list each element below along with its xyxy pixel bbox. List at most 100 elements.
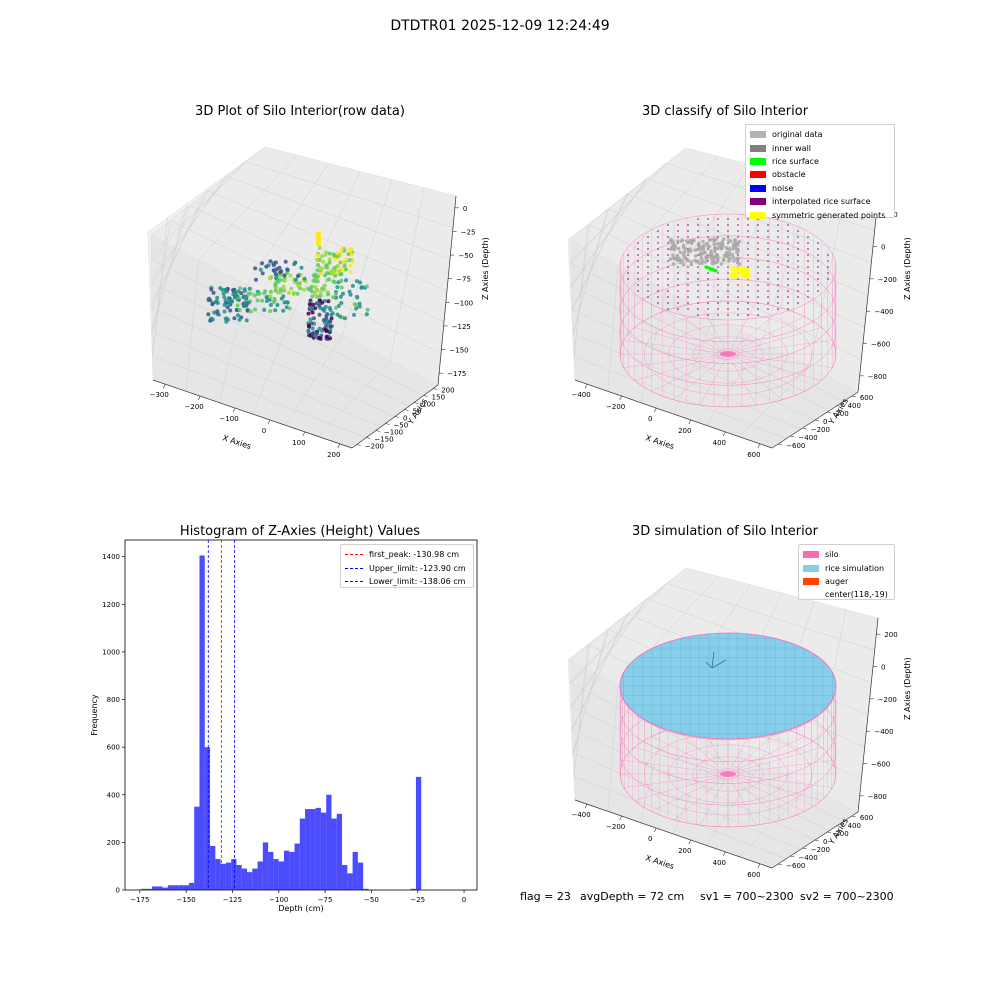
histogram-legend: first_peak: -130.98 cm Upper_limit: -123.…	[340, 544, 474, 588]
interpolated-point	[657, 260, 659, 262]
raw-point	[327, 260, 332, 265]
classify-y-tick-mark	[778, 443, 783, 446]
histogram-x-tick-label: −100	[269, 896, 288, 904]
interpolated-point	[667, 248, 669, 250]
legend-item: center(118,-19)	[803, 588, 890, 601]
raw-point	[264, 264, 269, 269]
original-data-point	[727, 259, 731, 263]
histogram-bar	[415, 776, 422, 890]
raw-point	[246, 291, 251, 296]
original-data-point	[693, 248, 698, 252]
raw-y-tick-label: −50	[393, 422, 408, 430]
original-data-point	[681, 243, 686, 248]
interpolated-point	[727, 230, 729, 232]
interpolated-point	[627, 260, 629, 262]
silo-bottom-spoke	[727, 773, 757, 826]
raw-point	[311, 302, 316, 307]
interpolated-point	[757, 284, 759, 286]
simulation-z-tick-label: 0	[881, 664, 885, 672]
original-data-point	[710, 261, 714, 266]
interpolated-point	[687, 302, 689, 304]
simulation-z-tick-label: −400	[874, 728, 893, 736]
histogram-y-ticks: 0 200 400 600 800 1000 1200 1400	[102, 553, 125, 895]
interpolated-point	[777, 296, 779, 298]
interpolated-point	[797, 278, 799, 280]
raw-point	[313, 285, 318, 289]
original-data-point	[700, 261, 704, 266]
simulation-y-tick-mark	[851, 815, 856, 818]
simulation-y-tick-label: −600	[786, 862, 805, 870]
interpolated-point	[657, 284, 659, 286]
raw-point	[326, 292, 331, 297]
interpolated-point	[767, 284, 769, 286]
interpolated-point	[777, 224, 779, 226]
histogram-bar	[326, 794, 332, 890]
interpolated-point	[777, 272, 779, 274]
z-axis-line	[857, 617, 879, 813]
interpolated-point	[657, 236, 659, 238]
raw-point	[253, 266, 258, 271]
original-data-point	[685, 239, 689, 244]
interpolated-point	[787, 242, 789, 244]
histogram-bar	[220, 863, 226, 890]
original-data-point	[707, 238, 712, 242]
interpolated-point	[687, 296, 689, 298]
histogram-bar	[173, 885, 179, 890]
interpolated-point	[647, 266, 649, 268]
raw-point	[365, 307, 370, 312]
interpolated-point	[817, 290, 819, 292]
classify-panel-title: 3D classify of Silo Interior	[641, 104, 809, 119]
raw-point	[333, 280, 337, 285]
raw-point	[273, 308, 278, 313]
silo-wall-ring	[619, 235, 837, 342]
raw-point	[320, 267, 324, 271]
raw-point	[210, 317, 215, 322]
silo-bottom-spoke	[673, 727, 729, 775]
interpolated-point	[697, 290, 699, 292]
avg-depth-readout: avgDepth = 72 cm	[580, 890, 685, 903]
interpolated-point	[687, 266, 689, 268]
raw-point	[358, 280, 363, 285]
raw-point	[285, 267, 290, 272]
raw-point	[268, 309, 273, 314]
interpolated-point	[717, 314, 719, 316]
histogram-reference-lines	[207, 540, 235, 890]
interpolated-point	[637, 290, 639, 292]
silo-bottom-spoke	[727, 353, 833, 368]
interpolated-point	[727, 302, 729, 304]
silo-bottom-spoke	[623, 760, 729, 775]
original-data-point	[681, 263, 686, 267]
legend-swatch	[345, 554, 363, 556]
classify-legend: original data inner wall rice surface obsta…	[745, 124, 895, 220]
original-data-point	[710, 257, 714, 262]
original-data-point	[712, 246, 717, 250]
raw-point	[276, 290, 280, 295]
interpolated-point	[687, 308, 689, 310]
interpolated-point	[757, 278, 759, 280]
classify-x-tick-mark	[757, 443, 761, 448]
simulation-x-label: X Axies	[644, 853, 675, 871]
simulation-x-tick-mark	[653, 827, 657, 833]
legend-item: rice simulation	[803, 561, 890, 574]
interpolated-point	[757, 314, 759, 316]
original-data-point	[724, 246, 728, 250]
interpolated-point	[727, 314, 729, 316]
interpolated-point	[727, 236, 729, 238]
classify-x-tick-mark	[688, 419, 692, 425]
raw-point	[234, 293, 239, 298]
interpolated-point	[777, 236, 779, 238]
interpolated-point	[727, 224, 729, 226]
raw-point	[267, 297, 272, 302]
histogram-bar	[363, 888, 369, 890]
original-data-point	[698, 252, 702, 257]
interpolated-point	[637, 284, 639, 286]
interpolated-point	[687, 236, 689, 238]
raw-point	[242, 303, 246, 308]
interpolated-point	[757, 248, 759, 250]
raw-point	[310, 310, 315, 315]
raw-x-tick-mark	[197, 395, 201, 401]
raw-point	[324, 324, 328, 329]
interpolated-point	[697, 266, 699, 268]
interpolated-point	[767, 296, 769, 298]
histogram-y-label: Frequency	[90, 694, 99, 736]
